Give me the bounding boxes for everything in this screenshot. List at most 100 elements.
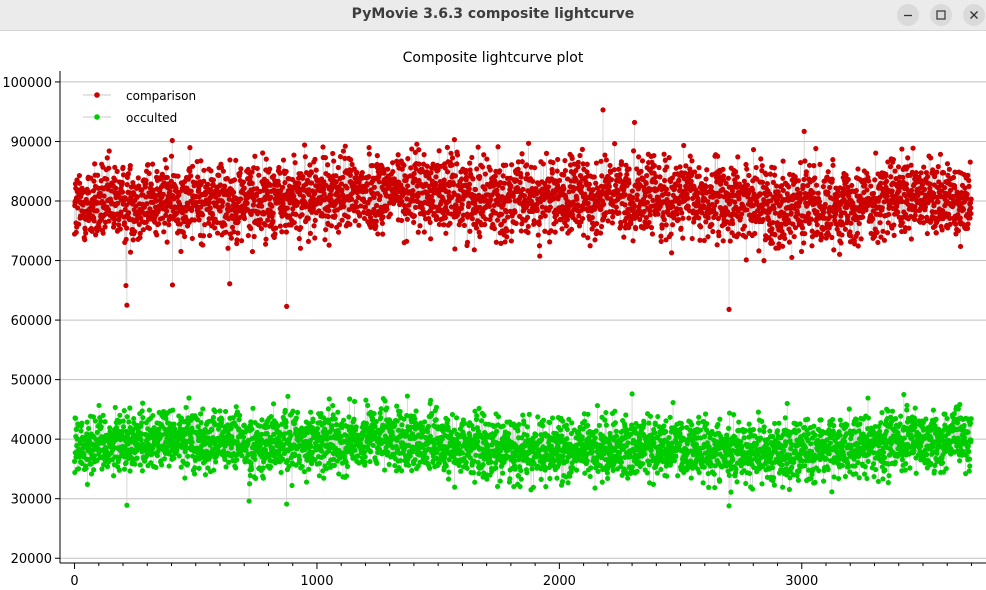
- data-point: [175, 217, 181, 223]
- data-point: [946, 166, 953, 172]
- data-point: [347, 221, 353, 227]
- data-point: [260, 465, 266, 471]
- data-point: [464, 239, 471, 245]
- data-point: [463, 167, 469, 174]
- data-point: [824, 174, 830, 180]
- data-point: [114, 168, 120, 174]
- data-point: [532, 220, 538, 226]
- data-point: [371, 194, 377, 200]
- data-point: [789, 254, 795, 261]
- data-point: [555, 156, 561, 163]
- data-point: [794, 186, 801, 192]
- data-point: [154, 453, 161, 459]
- data-point: [622, 202, 628, 208]
- data-point: [680, 235, 686, 241]
- data-point: [884, 193, 890, 199]
- data-point: [260, 150, 266, 156]
- data-point: [598, 158, 604, 164]
- data-point: [373, 212, 379, 218]
- plot-area[interactable]: Composite lightcurve plot 20000 30000 4000…: [0, 31, 986, 590]
- data-point: [239, 453, 245, 459]
- data-point: [735, 231, 742, 237]
- data-point: [613, 182, 619, 188]
- data-point: [753, 164, 759, 171]
- data-point: [92, 418, 98, 424]
- data-point: [816, 198, 823, 205]
- data-point: [100, 440, 106, 446]
- data-point: [953, 221, 959, 227]
- data-point: [333, 173, 339, 179]
- lightcurve-chart[interactable]: 2000030000400005000060000700008000090000…: [0, 31, 986, 590]
- data-point: [162, 157, 168, 163]
- data-point: [343, 473, 350, 479]
- data-point: [885, 159, 891, 165]
- data-point: [102, 419, 108, 425]
- data-point: [321, 475, 327, 481]
- data-point: [84, 419, 90, 425]
- data-point: [339, 217, 345, 223]
- minimize-button[interactable]: [897, 4, 919, 26]
- data-point: [537, 253, 543, 259]
- data-point: [399, 166, 405, 172]
- data-point: [508, 183, 514, 189]
- data-point: [306, 191, 312, 198]
- data-point: [264, 431, 270, 437]
- data-point: [757, 191, 763, 197]
- data-point: [683, 163, 689, 169]
- data-point: [877, 220, 883, 226]
- data-point: [696, 173, 702, 179]
- data-point: [552, 178, 559, 184]
- data-point: [170, 407, 176, 413]
- data-point: [344, 463, 351, 469]
- data-point: [520, 186, 526, 192]
- data-point: [892, 168, 898, 174]
- data-point: [474, 166, 480, 172]
- data-point: [767, 171, 773, 177]
- data-point: [630, 238, 636, 244]
- data-point: [941, 185, 948, 191]
- data-point: [965, 221, 971, 227]
- data-point: [162, 220, 168, 226]
- data-point: [444, 144, 450, 150]
- data-point: [259, 417, 265, 423]
- data-point: [200, 242, 206, 248]
- data-point: [385, 166, 391, 172]
- data-point: [79, 420, 85, 426]
- data-point: [637, 216, 643, 223]
- maximize-button[interactable]: [930, 4, 952, 26]
- data-point: [669, 175, 675, 181]
- data-point: [813, 182, 820, 188]
- data-point: [854, 230, 861, 236]
- data-point: [401, 162, 407, 168]
- data-point: [296, 236, 302, 242]
- close-button[interactable]: [963, 4, 985, 26]
- data-point: [325, 406, 331, 412]
- data-point: [312, 156, 318, 162]
- data-point: [217, 182, 224, 188]
- data-point: [349, 196, 355, 202]
- data-point: [905, 155, 911, 161]
- data-point: [720, 173, 727, 179]
- data-point: [230, 415, 236, 421]
- data-point: [840, 222, 846, 228]
- data-point: [326, 396, 332, 402]
- data-point: [515, 159, 521, 165]
- data-point: [246, 481, 253, 487]
- data-point: [663, 186, 670, 192]
- data-point: [601, 201, 607, 207]
- data-point: [143, 177, 149, 184]
- data-point: [552, 229, 558, 235]
- data-point: [661, 217, 667, 223]
- data-point: [112, 177, 118, 183]
- data-point: [790, 221, 796, 227]
- data-point: [86, 425, 92, 432]
- data-point: [354, 169, 360, 176]
- data-point: [237, 196, 244, 202]
- data-point: [222, 408, 229, 415]
- data-point: [351, 416, 357, 422]
- data-point: [575, 164, 581, 170]
- data-point: [138, 437, 144, 443]
- data-point: [487, 216, 493, 223]
- data-point: [856, 220, 862, 227]
- data-point: [248, 460, 254, 466]
